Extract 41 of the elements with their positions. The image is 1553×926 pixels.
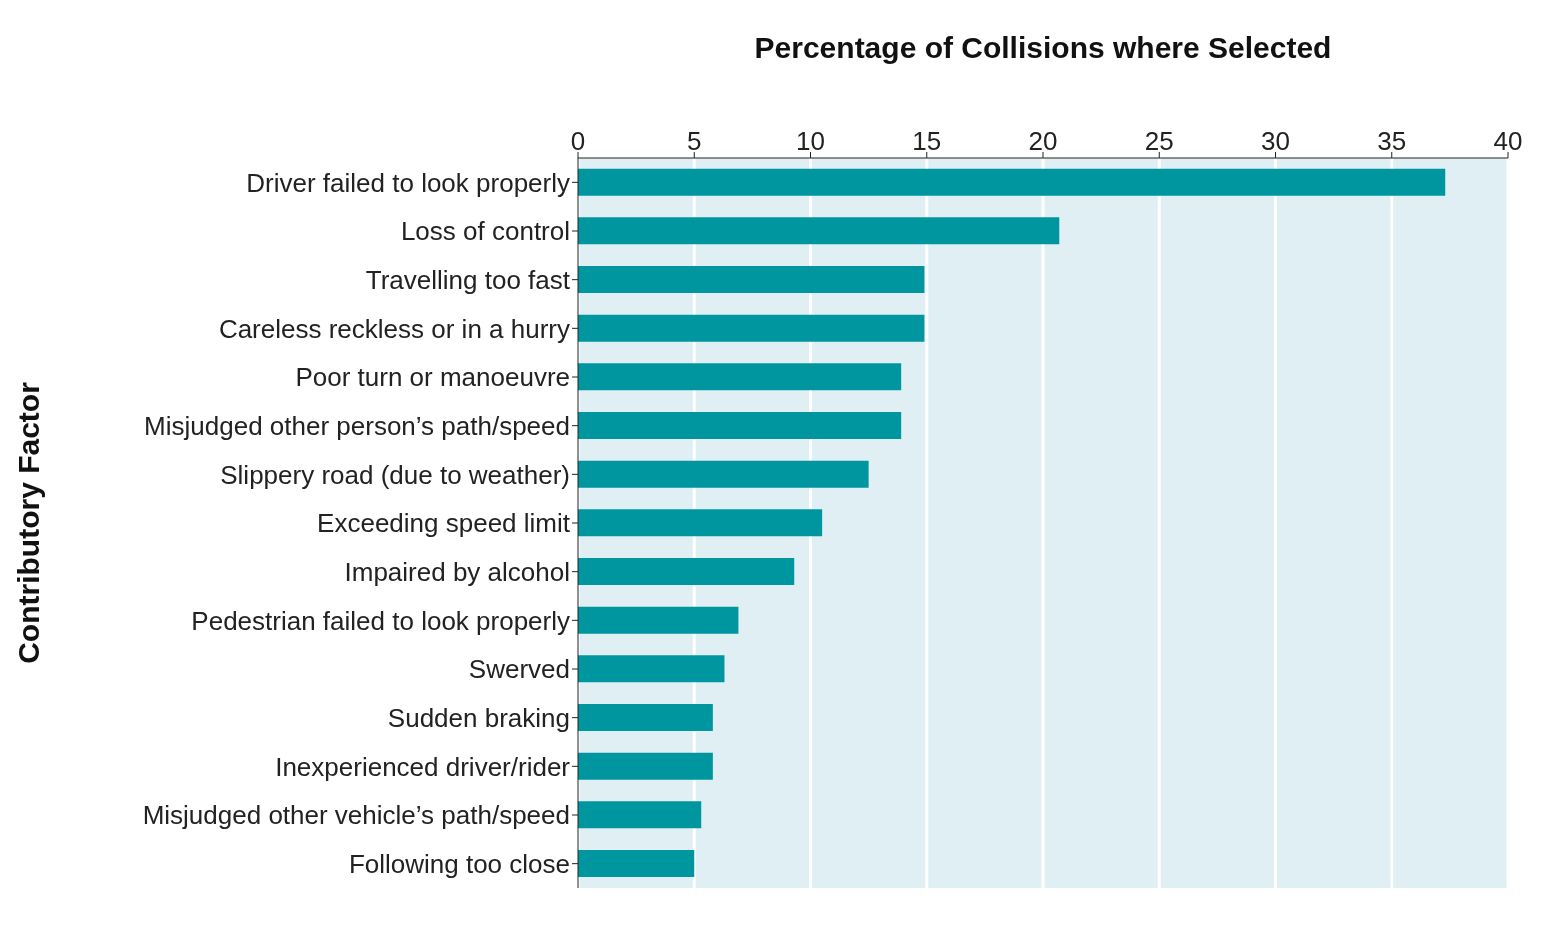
bar: [578, 266, 925, 294]
y-tick-label: Driver failed to look properly: [246, 167, 570, 198]
x-tick-label: 20: [1028, 126, 1058, 156]
y-tick-label: Travelling too fast: [365, 264, 571, 295]
bar: [578, 752, 713, 780]
y-tick-label: Loss of control: [400, 216, 570, 247]
bar: [578, 509, 823, 537]
y-tick-label: Misjudged other person’s path/speed: [144, 410, 570, 441]
x-tick-label: 30: [1261, 126, 1290, 156]
y-tick-label: Exceeding speed limit: [317, 508, 571, 539]
y-axis-title: Contributory Factor: [11, 381, 45, 664]
y-tick-label: Misjudged other vehicle’s path/speed: [142, 800, 570, 831]
bar: [578, 801, 702, 829]
y-tick-label: Inexperienced driver/rider: [275, 751, 571, 782]
bar: [578, 704, 713, 732]
bar: [578, 363, 902, 391]
x-tick-label: 0: [570, 126, 586, 156]
bar: [578, 314, 925, 342]
y-tick-label: Sudden braking: [387, 702, 570, 733]
bar: [578, 606, 739, 634]
bar: [578, 850, 695, 878]
y-tick-label: Pedestrian failed to look properly: [191, 605, 570, 636]
y-tick-label: Impaired by alcohol: [344, 556, 570, 587]
x-tick-label: 25: [1144, 126, 1174, 156]
bar: [578, 460, 869, 488]
y-tick-label: Following too close: [348, 848, 570, 879]
x-tick-label: 40: [1493, 126, 1523, 156]
x-tick-label: 35: [1377, 126, 1407, 156]
y-tick-label: Swerved: [468, 654, 570, 685]
bar: [578, 655, 725, 683]
x-tick-label: 10: [796, 126, 825, 156]
x-tick-label: 15: [912, 126, 942, 156]
y-tick-label: Careless reckless or in a hurry: [218, 313, 570, 344]
bar: [578, 217, 1060, 245]
bar: [578, 412, 902, 440]
x-axis-title: Percentage of Collisions where Selected: [754, 31, 1332, 64]
y-tick-label: Poor turn or manoeuvre: [295, 362, 570, 393]
bar: [578, 558, 795, 586]
x-tick-label: 5: [687, 126, 702, 156]
bar: [578, 168, 1446, 196]
y-tick-label: Slippery road (due to weather): [220, 459, 570, 490]
